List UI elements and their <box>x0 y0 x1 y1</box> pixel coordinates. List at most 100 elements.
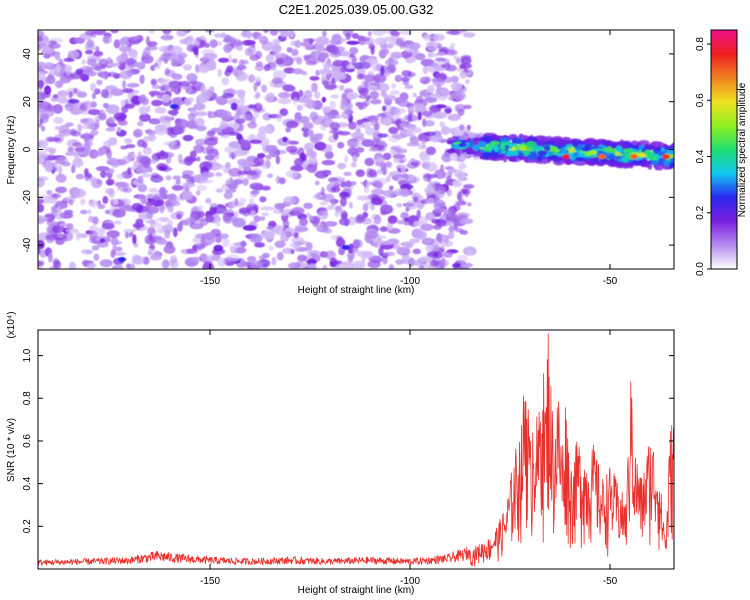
heatmap-cell <box>286 47 293 53</box>
heatmap-cell <box>101 222 115 230</box>
heatmap-cell <box>439 245 445 254</box>
heatmap-cell <box>93 51 104 57</box>
heatmap-cell <box>352 155 358 163</box>
heatmap-cell <box>183 155 194 166</box>
heatmap-cell <box>349 47 359 55</box>
heatmap-cell <box>304 142 314 152</box>
heatmap-cell <box>452 90 466 101</box>
heatmap-cell <box>554 138 566 146</box>
heatmap-cell <box>339 261 353 269</box>
heatmap-cell <box>621 156 630 163</box>
heatmap-cell <box>215 95 228 106</box>
heatmap-cell <box>347 147 359 155</box>
heatmap-cell <box>228 167 243 177</box>
heatmap-cell <box>412 92 417 98</box>
heatmap-cell <box>150 78 157 86</box>
heatmap-cell <box>441 89 450 97</box>
heatmap-cell <box>414 230 427 240</box>
heatmap-cell <box>102 102 109 109</box>
heatmap-cell <box>446 140 454 145</box>
heatmap-cell <box>169 255 178 264</box>
heatmap-cell <box>250 210 256 218</box>
heatmap-cell <box>84 168 89 177</box>
heatmap-cell <box>459 135 467 140</box>
heatmap-cell <box>302 102 314 107</box>
heatmap-cell <box>115 246 123 252</box>
heatmap-cell <box>38 178 45 188</box>
heatmap-cell <box>204 154 215 161</box>
heatmap-cell <box>610 143 617 149</box>
heatmap-cell <box>585 152 593 156</box>
heatmap-cell <box>158 165 167 171</box>
heatmap-cell <box>94 30 107 36</box>
heatmap-cell <box>58 164 63 175</box>
heatmap-cell <box>546 155 558 160</box>
snr-x-axis-label: Height of straight line (km) <box>298 585 415 596</box>
heatmap-cell <box>125 144 136 149</box>
heatmap-cell <box>441 64 447 69</box>
heatmap-cell <box>426 84 435 94</box>
heatmap-cell <box>46 238 54 244</box>
heatmap-cell <box>249 182 264 190</box>
heatmap-cell <box>285 126 292 133</box>
heatmap-cell <box>156 239 168 245</box>
heatmap-cell <box>75 231 81 241</box>
heatmap-cell <box>66 98 80 104</box>
heatmap-cell <box>170 45 183 56</box>
heatmap-cell <box>343 154 349 163</box>
heatmap-cell <box>356 195 370 201</box>
heatmap-cell <box>424 162 438 172</box>
heatmap-cell <box>236 108 243 118</box>
heatmap-cell <box>271 256 277 266</box>
heatmap-cell <box>112 251 127 256</box>
heatmap-cell <box>434 57 447 62</box>
heatmap-cell <box>213 244 224 252</box>
heatmap-cell <box>264 93 274 103</box>
heatmap-cell <box>150 65 156 71</box>
heatmap-cell <box>388 171 403 178</box>
heatmap-cell <box>54 125 61 131</box>
heatmap-cell <box>532 145 544 151</box>
heatmap-cell <box>401 76 410 83</box>
heatmap-cell <box>452 263 461 269</box>
heatmap-cell <box>205 198 212 204</box>
heatmap-cell <box>96 79 103 86</box>
heatmap-cell <box>149 218 155 227</box>
heatmap-cell <box>453 132 465 136</box>
heatmap-cell <box>196 184 207 191</box>
heatmap-cell <box>218 57 230 63</box>
heatmap-cell <box>124 103 135 109</box>
snr-frame <box>37 329 675 570</box>
heatmap-cell <box>406 176 420 184</box>
heatmap-cell <box>301 70 308 76</box>
heatmap-cell <box>113 112 127 121</box>
heatmap-cell <box>425 212 436 221</box>
heatmap-cell <box>137 139 146 148</box>
heatmap-cell <box>66 223 74 230</box>
heatmap-cell <box>182 64 193 71</box>
heatmap-cell <box>465 79 470 85</box>
heatmap-cell <box>211 163 221 168</box>
heatmap-cell <box>54 51 60 60</box>
heatmap-cell <box>239 97 246 105</box>
heatmap-cell <box>372 30 386 36</box>
heatmap-cell <box>111 264 124 269</box>
heatmap-cell <box>457 191 462 202</box>
heatmap-peak <box>118 256 126 262</box>
heatmap-cell <box>65 122 74 127</box>
heatmap-cell <box>605 155 618 159</box>
heatmap-cell <box>251 44 256 49</box>
heatmap-cell <box>41 125 46 132</box>
heatmap-cell <box>392 154 406 159</box>
heatmap-cell <box>275 155 281 165</box>
heatmap-cell <box>572 140 585 145</box>
heatmap-cell <box>367 31 372 37</box>
heatmap-cell <box>491 153 502 159</box>
heatmap-cell <box>365 127 376 136</box>
heatmap-cell <box>382 105 387 112</box>
heatmap-cell <box>259 216 266 221</box>
heatmap-cell <box>362 203 369 212</box>
heatmap-cell <box>86 58 97 66</box>
heatmap-cell <box>186 73 198 82</box>
heatmap-cell <box>417 111 422 121</box>
